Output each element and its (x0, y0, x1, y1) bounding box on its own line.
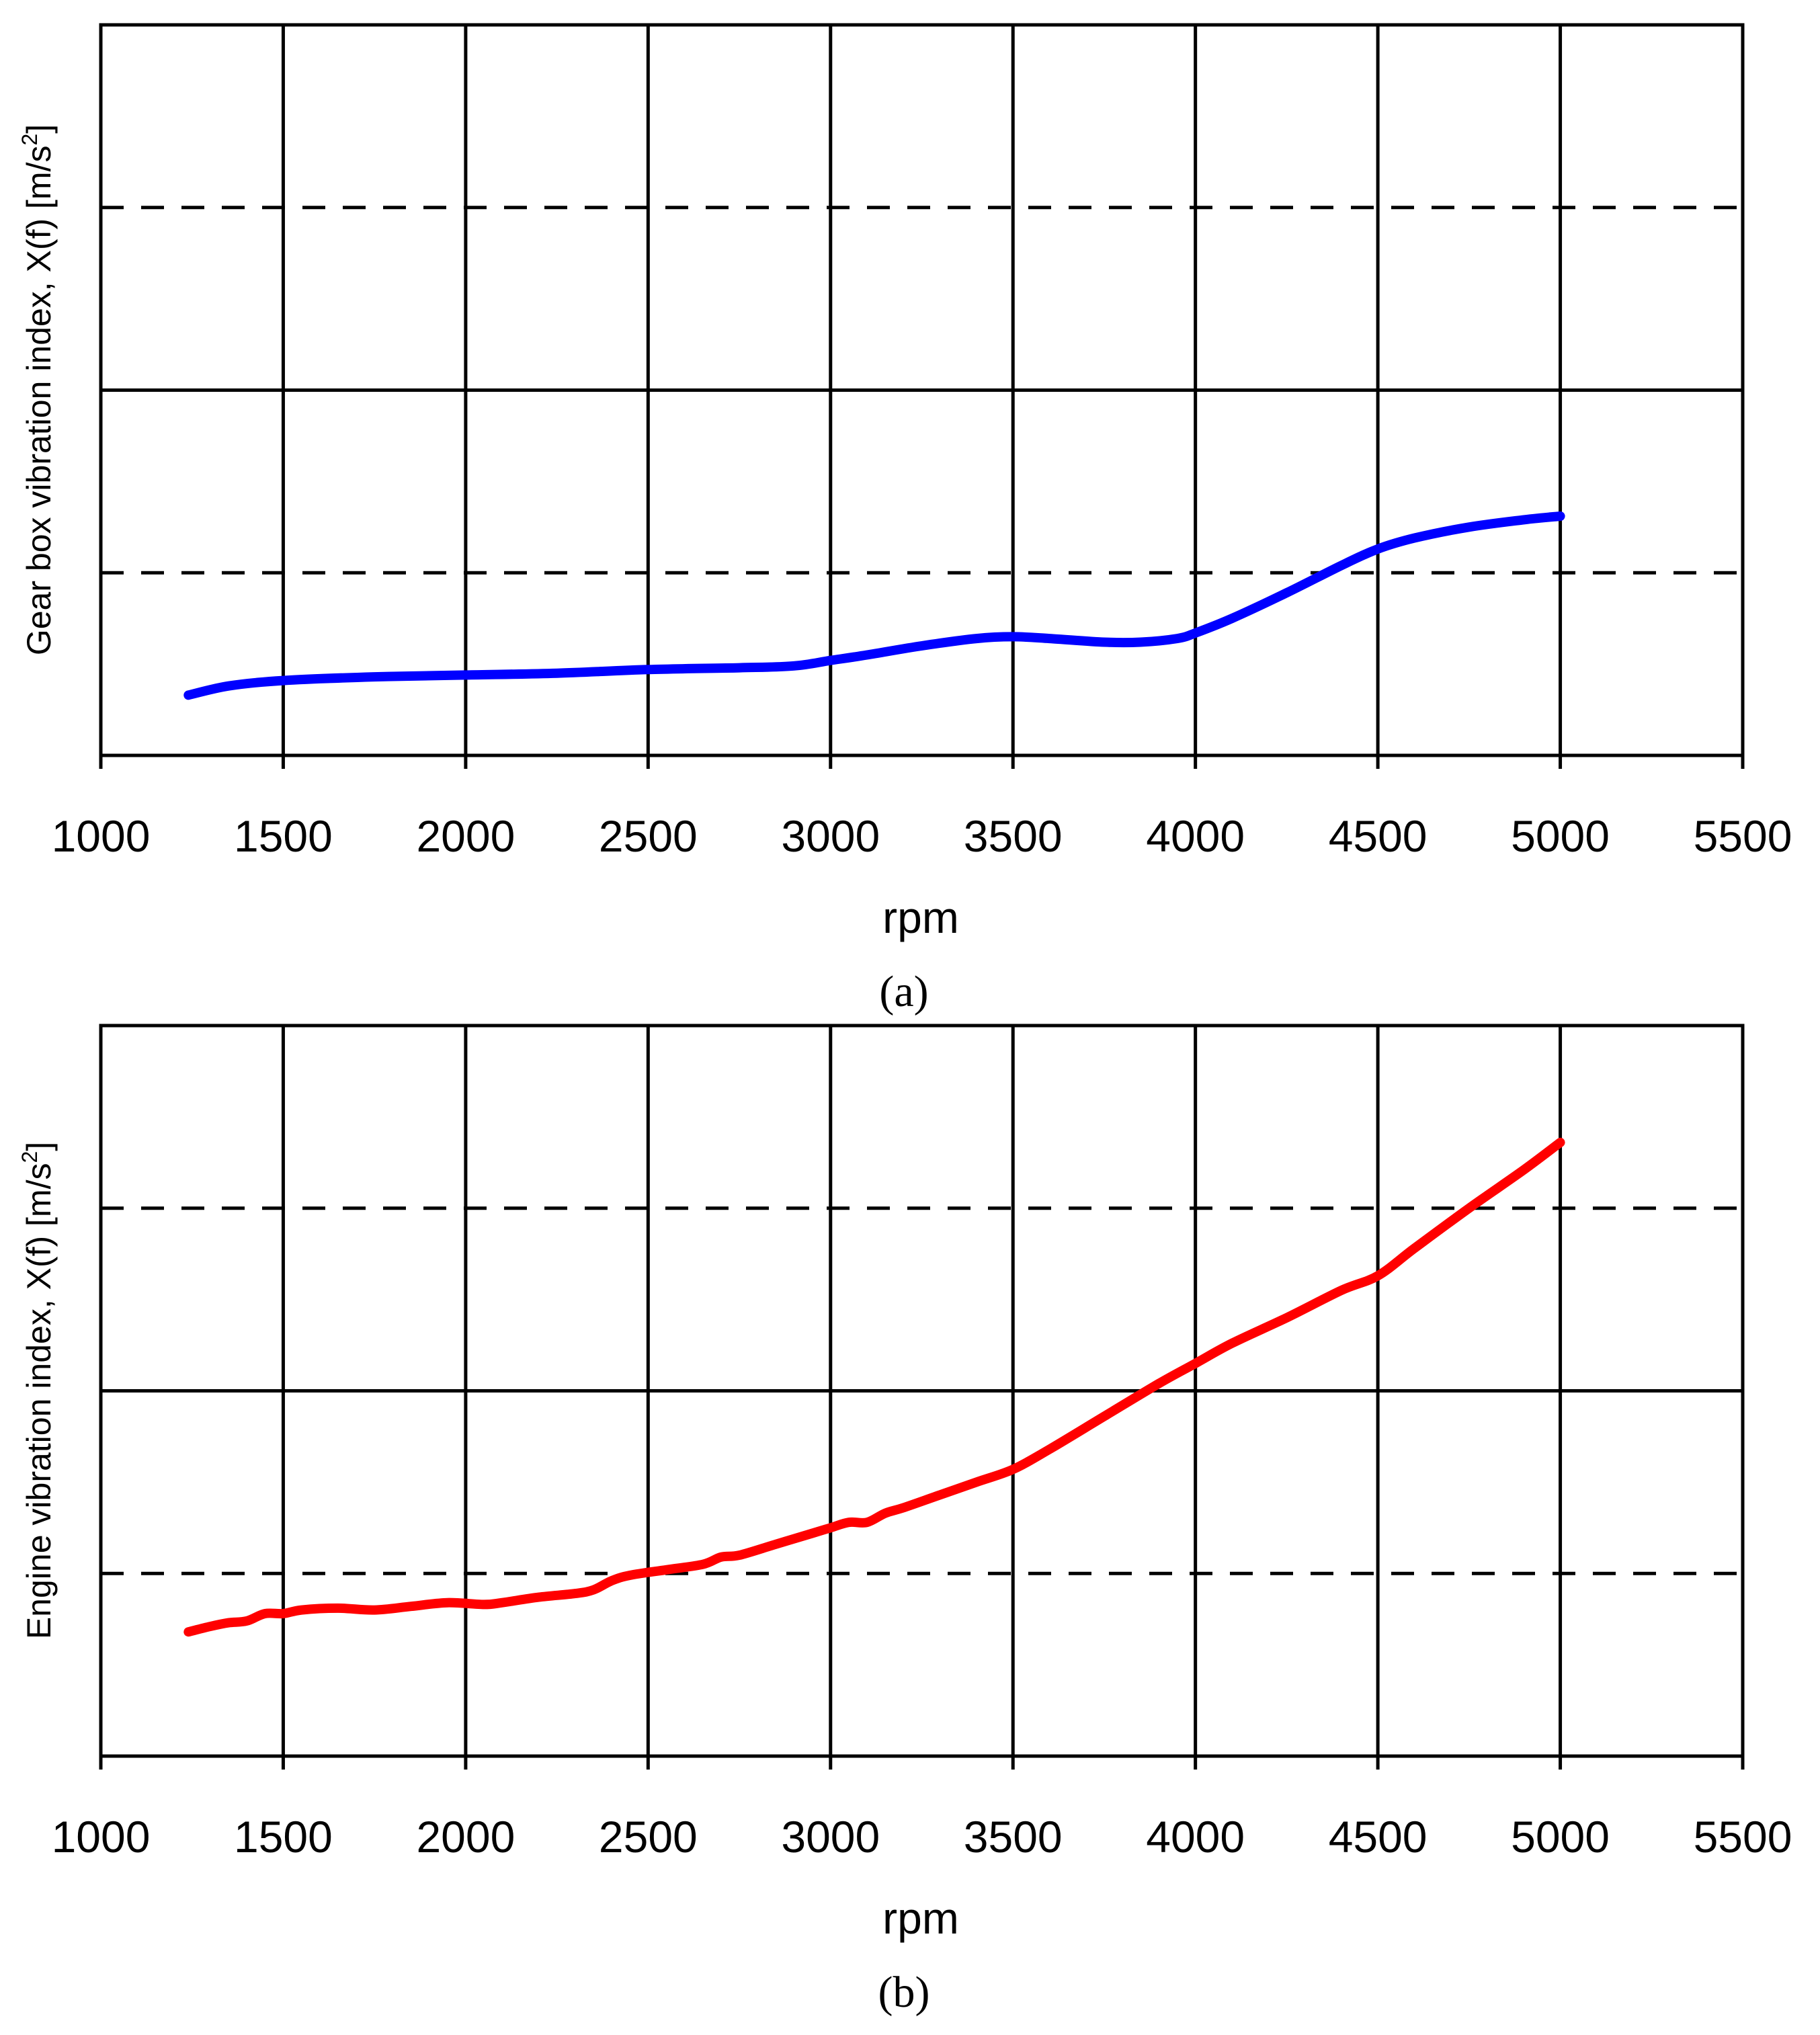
series-line-engine (183, 1137, 1565, 1637)
x-tick-label-1000: 1000 (52, 811, 151, 861)
y-axis-title-b: Engine vibration index, X(f) [m/s2] (17, 1142, 58, 1639)
x-tick-label-5500: 5500 (1694, 1812, 1792, 1862)
x-tick-label-3500: 3500 (964, 811, 1063, 861)
gridlines-b (99, 1026, 1745, 1770)
chart-panel-b: 1000 1500 2000 2500 3000 3500 4000 4500 5000 5500… (17, 1024, 1792, 2017)
x-tick-label-1000: 1000 (52, 1812, 151, 1862)
plot-area-b (99, 1024, 1745, 1770)
x-tick-label-1500: 1500 (234, 1812, 333, 1862)
x-tick-labels-a: 1000 1500 2000 2500 3000 3500 4000 4500 5000 5500 (52, 811, 1792, 861)
x-axis-title-b: rpm (882, 1893, 959, 1943)
x-tick-label-2000: 2000 (416, 1812, 515, 1862)
x-tick-label-2000: 2000 (416, 811, 515, 861)
x-tick-label-3000: 3000 (781, 811, 880, 861)
x-tick-label-3500: 3500 (964, 1812, 1063, 1862)
x-axis-title-a: rpm (882, 892, 959, 942)
series-line-gear-box (183, 511, 1565, 700)
x-tick-label-2500: 2500 (599, 1812, 698, 1862)
x-tick-labels-b: 1000 1500 2000 2500 3000 3500 4000 4500 5000 5500 (52, 1812, 1792, 1862)
x-tick-label-4500: 4500 (1329, 1812, 1428, 1862)
x-tick-label-3000: 3000 (781, 1812, 880, 1862)
x-tick-label-4000: 4000 (1146, 811, 1245, 861)
x-tick-label-5500: 5500 (1694, 811, 1792, 861)
plot-area-a (99, 23, 1745, 769)
x-tick-label-4500: 4500 (1329, 811, 1428, 861)
x-tick-label-5000: 5000 (1511, 1812, 1610, 1862)
x-tick-label-5000: 5000 (1511, 811, 1610, 861)
caption-b: (b) (878, 1968, 930, 2017)
gridlines-a (99, 25, 1745, 769)
chart-panel-a: 1000 1500 2000 2500 3000 3500 4000 4500 5000 5500… (17, 23, 1792, 1016)
y-axis-title-a: Gear box vibration index, X(f) [m/s2] (17, 124, 58, 655)
caption-a: (a) (879, 967, 928, 1016)
x-tick-label-2500: 2500 (599, 811, 698, 861)
x-tick-label-4000: 4000 (1146, 1812, 1245, 1862)
x-tick-label-1500: 1500 (234, 811, 333, 861)
